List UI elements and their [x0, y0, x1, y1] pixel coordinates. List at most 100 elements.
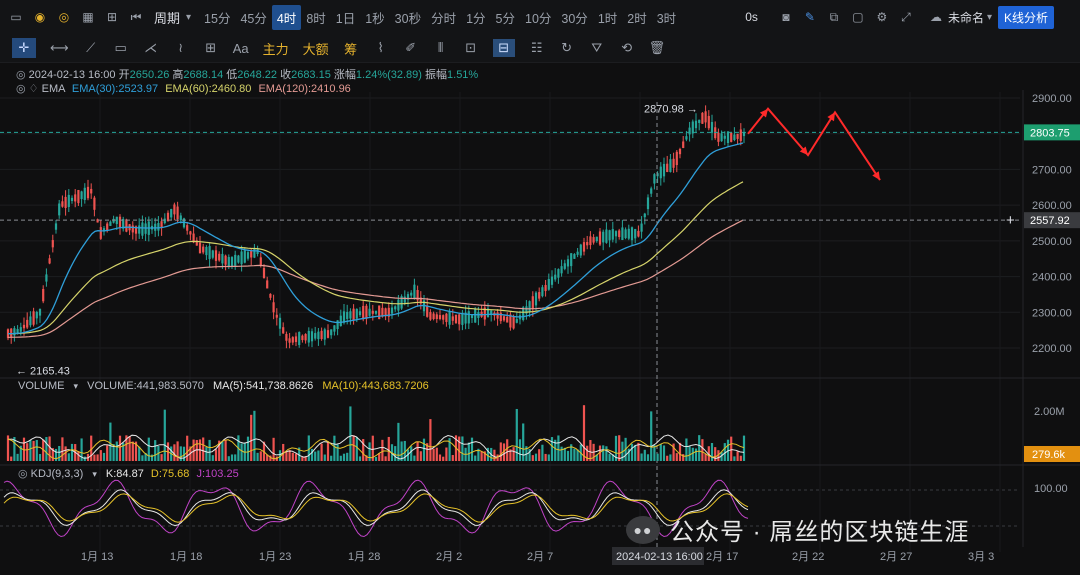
volume-bar: [35, 439, 38, 461]
indicator-icon[interactable]: ◉: [34, 10, 46, 24]
main-force-tool[interactable]: 主力: [262, 41, 289, 57]
candle-body: [461, 312, 464, 325]
tf-45m[interactable]: 45分: [240, 11, 267, 26]
tf-3h[interactable]: 3时: [656, 11, 677, 26]
candle-body: [176, 206, 179, 220]
candle-body: [563, 263, 566, 269]
candle-body: [534, 292, 538, 306]
pen-icon[interactable]: ✎: [804, 10, 815, 24]
frame-icon[interactable]: ▢: [852, 10, 864, 24]
candle-body: [544, 285, 547, 292]
lock-icon[interactable]: ⊡: [465, 40, 477, 55]
chevron-down-icon[interactable]: ▾: [186, 11, 192, 23]
crosshair-icon[interactable]: ✛: [12, 38, 36, 58]
tf-4h[interactable]: 4时: [271, 4, 302, 30]
pattern-icon[interactable]: ⦀: [437, 40, 444, 55]
candle-body: [659, 166, 662, 179]
tf-timeshare[interactable]: 分时: [431, 11, 457, 26]
brush-icon[interactable]: ✐: [405, 40, 417, 55]
seconds-label[interactable]: 0s: [745, 10, 758, 24]
wave-icon[interactable]: ≀: [178, 40, 184, 55]
tf-1s[interactable]: 1秒: [365, 11, 385, 26]
volume-bar: [557, 435, 560, 461]
camera-icon[interactable]: ◙: [782, 10, 790, 24]
cursor-price-tag: [1024, 212, 1080, 229]
layout-name[interactable]: 未命名: [947, 10, 984, 25]
kline-analysis-button[interactable]: K线分析: [997, 5, 1054, 29]
tf-10m[interactable]: 10分: [525, 11, 552, 26]
measure-icon[interactable]: ⊞: [205, 40, 217, 55]
tf-1m[interactable]: 1分: [466, 11, 486, 26]
tf-1d[interactable]: 1日: [335, 11, 356, 26]
high-label: 高: [172, 69, 184, 81]
candle-body: [275, 314, 278, 318]
chips-tool[interactable]: 筹: [344, 41, 358, 57]
candle-body: [666, 163, 669, 173]
candle-body: [330, 329, 333, 336]
volume-bar: [176, 441, 179, 461]
ema-collapse-icon[interactable]: ◎: [16, 83, 26, 95]
candle-body: [403, 296, 406, 303]
trash-icon[interactable]: 🗑: [648, 40, 666, 55]
volume-bar: [144, 452, 147, 461]
candle-body: [598, 231, 602, 245]
ema60-value: EMA(60):2460.80: [165, 83, 252, 95]
tf-30m[interactable]: 30分: [561, 11, 588, 26]
candle-body: [413, 284, 416, 299]
replay-icon[interactable]: ⏮: [130, 9, 142, 24]
layout-icon[interactable]: ⊞: [106, 10, 118, 24]
sync-icon[interactable]: ⟲: [621, 40, 633, 55]
rectangle-icon[interactable]: ▭: [114, 40, 127, 55]
candle-body: [474, 309, 477, 323]
large-order-tool[interactable]: 大额: [302, 41, 329, 57]
candle-body: [451, 316, 454, 321]
text-tool[interactable]: Aa: [232, 40, 249, 56]
ohlc-collapse-icon[interactable]: ◎: [16, 69, 26, 81]
candle-body: [42, 288, 45, 302]
chart-area[interactable]: 2200.00 2300.00 2400.00 2500.00 2600.00 2700.…: [0, 62, 1080, 575]
chevron-down-icon[interactable]: ▾: [92, 469, 97, 479]
candle-body: [163, 218, 166, 224]
filter-icon[interactable]: ⛛: [591, 40, 603, 55]
kdj-collapse-icon[interactable]: ◎: [18, 468, 28, 480]
volume-name[interactable]: VOLUME: [18, 380, 65, 392]
ema-name[interactable]: EMA: [41, 83, 65, 95]
volume-bar: [160, 454, 163, 461]
cloud-icon[interactable]: ☁: [929, 10, 942, 24]
candle-body: [301, 335, 304, 341]
tf-1h[interactable]: 1时: [597, 11, 618, 26]
horizontal-line-icon[interactable]: ⟷: [50, 40, 69, 55]
chevron-down-icon[interactable]: ▾: [986, 11, 992, 23]
candle-body: [624, 229, 627, 239]
volume-bar: [182, 446, 186, 461]
loop-icon[interactable]: ↻: [561, 40, 573, 55]
magnet-icon[interactable]: ⊟: [492, 39, 515, 57]
alert-icon[interactable]: ◎: [58, 10, 70, 24]
tf-2h[interactable]: 2时: [627, 11, 647, 26]
candle-body: [630, 227, 634, 241]
volume-bar: [282, 443, 285, 461]
tf-8h[interactable]: 8时: [306, 11, 326, 26]
fullscreen-icon[interactable]: ⤢: [901, 9, 911, 24]
kdj-name[interactable]: KDJ(9,3,3): [30, 468, 84, 480]
note-icon[interactable]: ☷: [530, 40, 543, 55]
window-icon[interactable]: ⧉: [829, 9, 839, 24]
candle-body: [294, 336, 298, 342]
tf-30s[interactable]: 30秒: [394, 11, 422, 26]
volume-bar: [474, 455, 477, 461]
trend-line-icon[interactable]: ⟋: [86, 40, 96, 55]
volume-bar: [13, 436, 16, 461]
tf-15m[interactable]: 15分: [204, 11, 231, 26]
fork-icon[interactable]: ⋌: [144, 40, 158, 55]
candle-body: [214, 250, 218, 261]
chart-type-icon[interactable]: ▭: [10, 10, 22, 24]
amplitude-label: 振幅: [425, 69, 448, 81]
chevron-down-icon[interactable]: ▾: [73, 381, 79, 391]
candle-body: [234, 254, 237, 266]
bell-icon[interactable]: ♢: [28, 83, 39, 95]
ruler-icon[interactable]: ⌇: [377, 40, 384, 55]
calendar-icon[interactable]: ▦: [82, 10, 94, 24]
gear-icon[interactable]: ⚙: [876, 10, 888, 24]
tf-5m[interactable]: 5分: [495, 11, 515, 26]
period-dropdown[interactable]: 周期: [154, 10, 181, 26]
